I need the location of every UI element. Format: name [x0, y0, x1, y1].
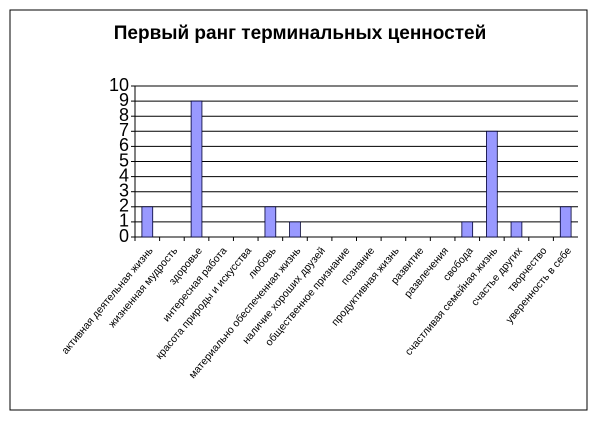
chart-title: Первый ранг терминальных ценностей: [114, 23, 487, 44]
y-tick-label: 10: [109, 75, 129, 95]
bar: [289, 221, 301, 238]
y-tick-label: 7: [119, 120, 129, 140]
bar: [141, 206, 154, 238]
y-tick-label: 8: [119, 105, 129, 125]
y-tick-label: 1: [119, 211, 129, 231]
chart-frame: [9, 9, 588, 411]
bar: [486, 130, 498, 238]
bar: [559, 206, 572, 238]
y-tick-label: 3: [119, 180, 129, 200]
bar: [461, 221, 474, 238]
y-tick-label: 5: [119, 150, 129, 170]
y-tick-label: 4: [119, 165, 129, 185]
y-tick-label: 9: [119, 90, 129, 110]
y-tick-label: 6: [119, 135, 129, 155]
bar: [264, 206, 277, 238]
y-tick-label: 2: [119, 196, 129, 216]
bar: [190, 100, 203, 238]
y-tick-label: 0: [119, 226, 129, 246]
bar: [510, 221, 523, 238]
